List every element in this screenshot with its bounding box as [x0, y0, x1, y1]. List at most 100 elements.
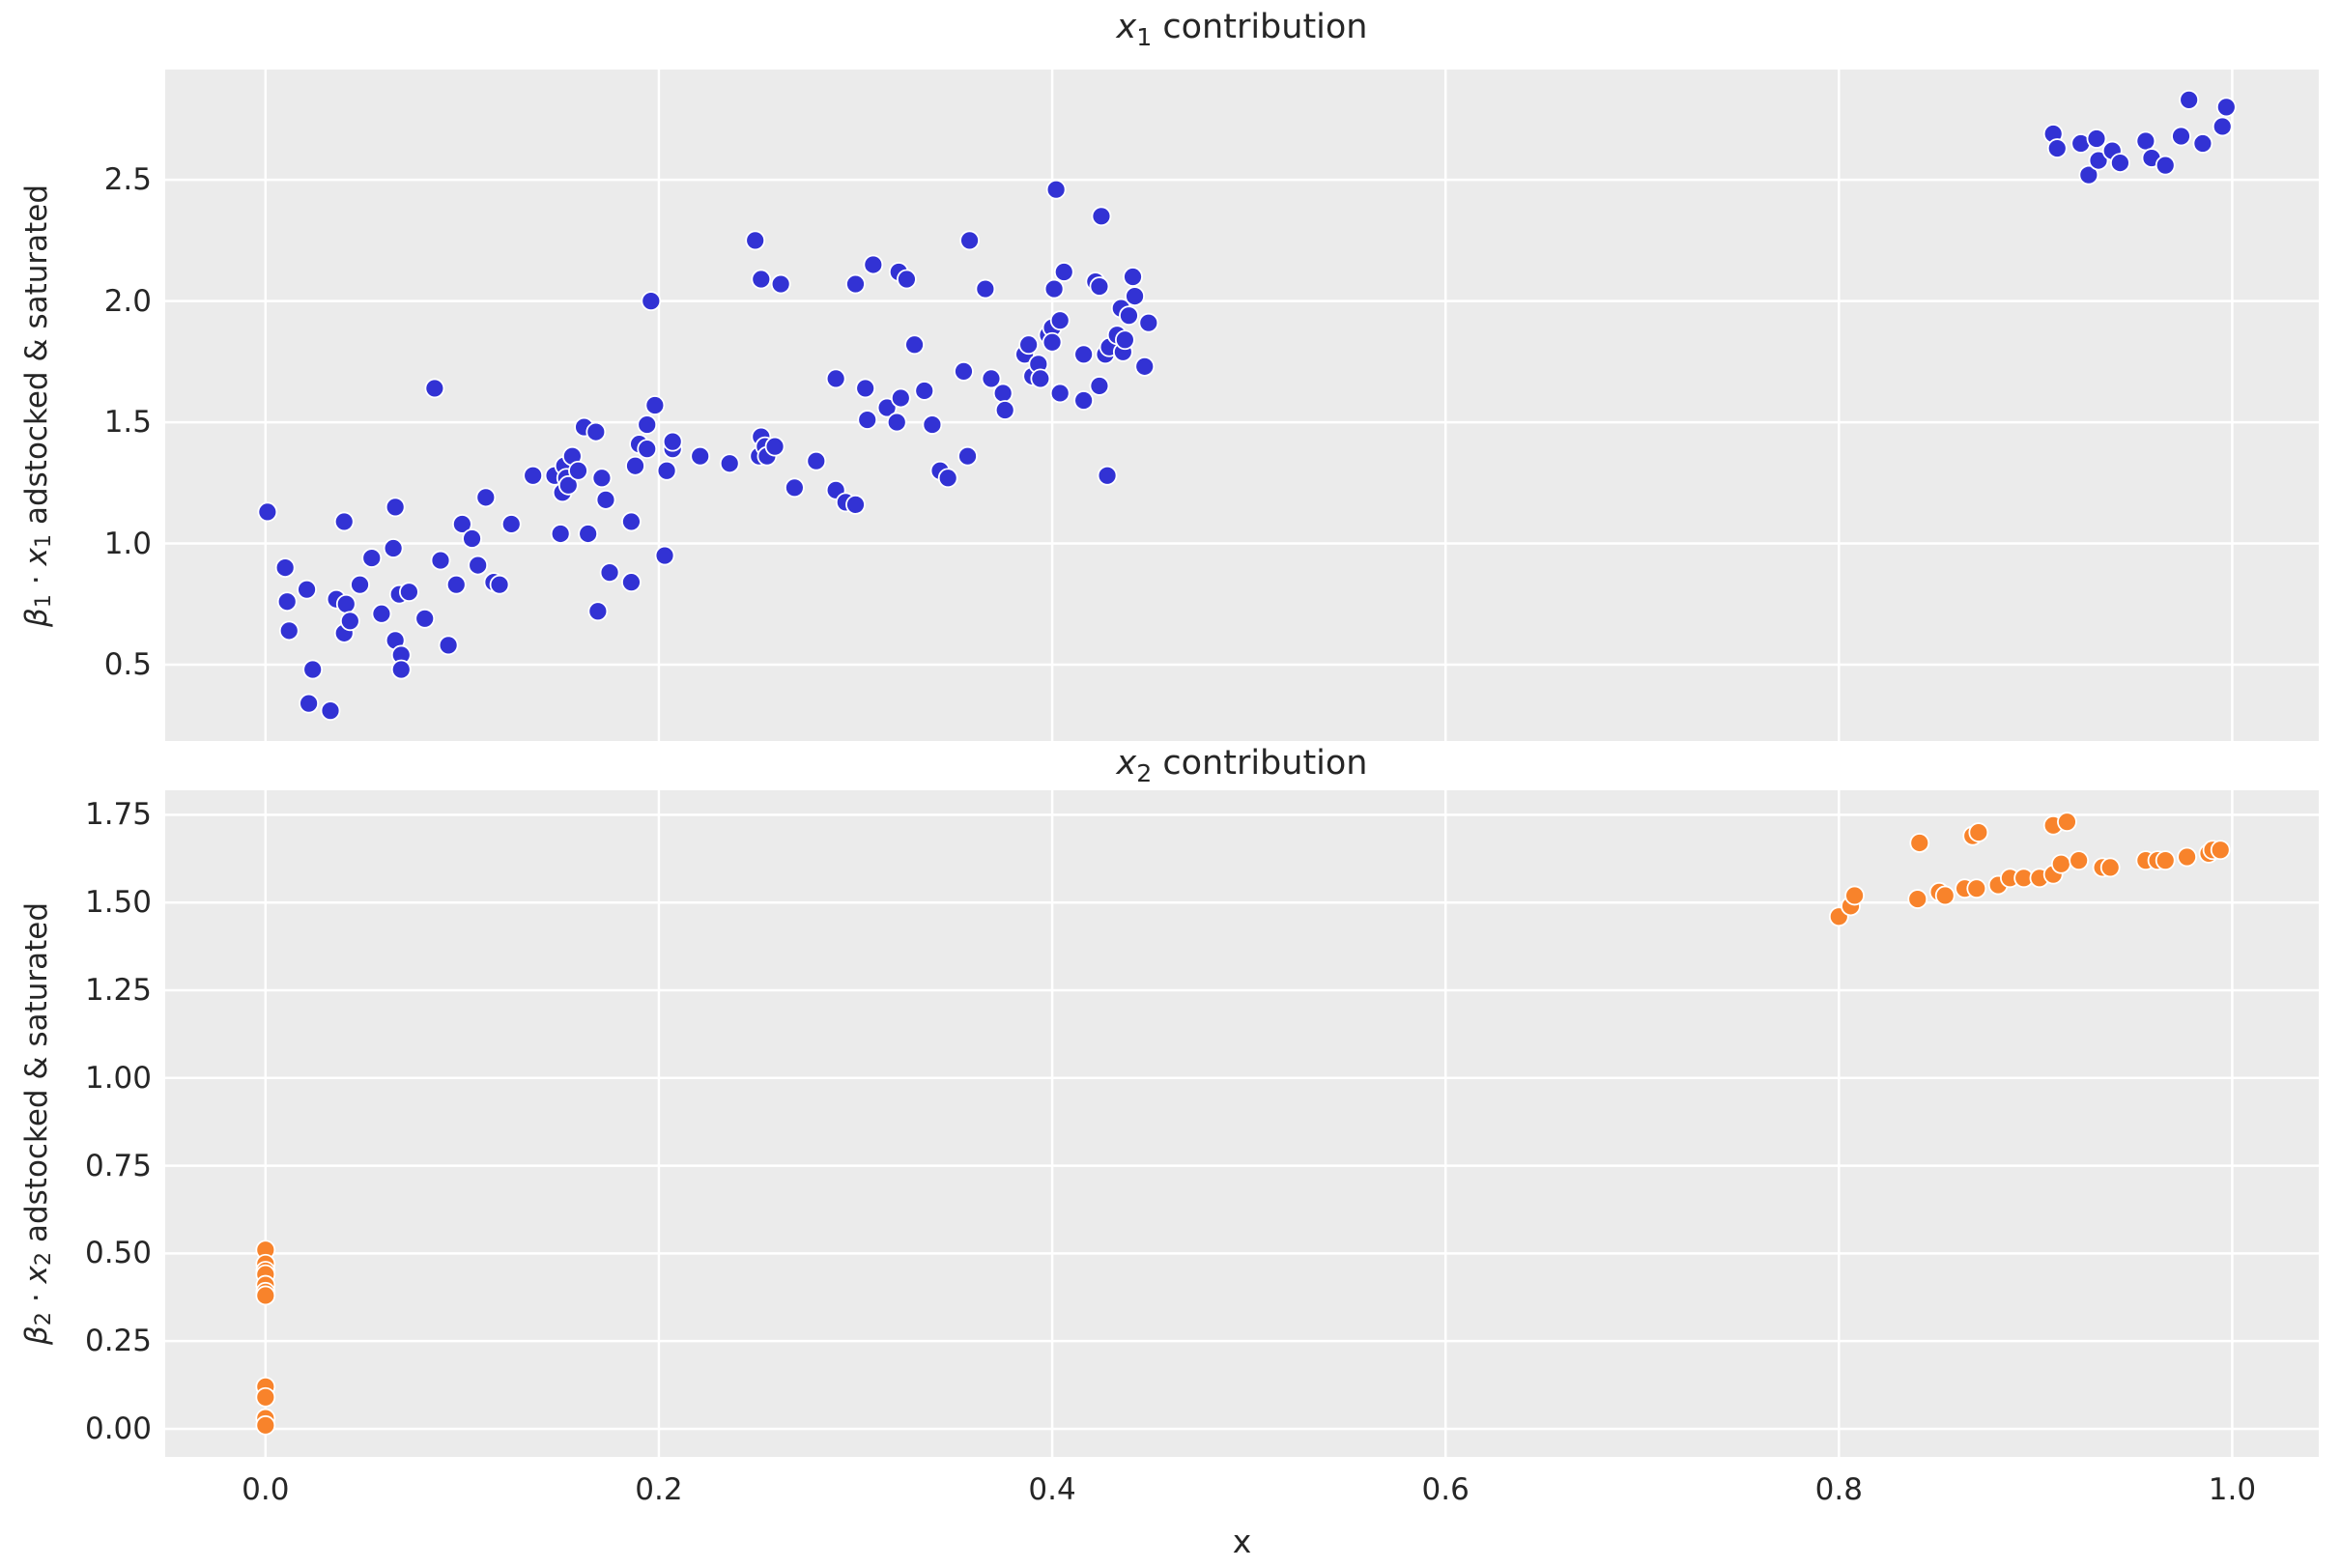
plot2-title-rest: contribution	[1152, 744, 1368, 783]
x1-contribution-point	[361, 548, 383, 568]
y-tick-label: 1.50	[84, 885, 152, 921]
x1-contribution-point	[806, 450, 827, 471]
x2-contribution-point	[1907, 889, 1928, 909]
x-tick-label: 0.6	[1421, 1472, 1470, 1507]
x1-contribution-point	[462, 528, 482, 549]
x1-contribution-point	[350, 574, 370, 595]
x1-contribution-point	[414, 608, 436, 629]
x1-contribution-point	[1049, 310, 1071, 331]
x1-contribution-point	[954, 360, 974, 382]
x1-contribution-point	[1091, 206, 1112, 227]
x1-contribution-point	[468, 555, 489, 576]
x1-contribution-point	[914, 381, 935, 401]
plot2-title: x2 contribution	[165, 744, 2319, 787]
x1-contribution-point	[339, 611, 360, 632]
plot1-ylabel-beta-sub: 1	[31, 593, 57, 608]
x2-contribution-point	[2050, 853, 2071, 874]
plot1-ylabel-beta: β	[19, 607, 54, 627]
y-tick-label: 2.0	[103, 283, 152, 319]
x1-contribution-point	[445, 574, 467, 595]
x1-contribution-point	[637, 414, 658, 435]
x1-contribution-point	[922, 414, 943, 435]
x1-contribution-point	[751, 269, 772, 290]
x1-contribution-point	[371, 603, 392, 624]
x1-contribution-point	[904, 334, 925, 356]
y-tick-label: 0.25	[84, 1324, 152, 1359]
x1-contribution-point	[585, 421, 607, 442]
x1-contribution-point	[897, 269, 917, 290]
x-tick-label: 0.4	[1028, 1472, 1076, 1507]
x1-contribution-point	[274, 557, 296, 579]
x1-contribution-point	[385, 497, 406, 518]
x1-contribution-point	[1119, 305, 1139, 327]
x1-contribution-point	[845, 494, 866, 515]
x1-contribution-point	[719, 453, 740, 474]
x1-contribution-point	[523, 465, 544, 486]
x1-contribution-point	[297, 579, 317, 600]
plot2-ylabel-dot: ·	[19, 1283, 54, 1313]
x1-contribution-point	[625, 455, 645, 476]
x1-contribution-point	[845, 273, 866, 295]
x-axis-label: x	[1232, 1523, 1252, 1560]
x2-contribution-point	[2099, 857, 2121, 878]
y-tick-label: 1.25	[84, 973, 152, 1008]
plot1-title: x1 contribution	[165, 8, 2319, 51]
x1-contribution-point	[2155, 155, 2176, 176]
x1-contribution-point	[430, 550, 451, 571]
x-tick-label: 0.0	[242, 1472, 290, 1507]
x1-contribution-point	[451, 514, 472, 534]
x1-contribution-point	[383, 538, 404, 558]
x1-contribution-point	[1042, 331, 1063, 353]
x1-contribution-point	[857, 410, 878, 430]
y-tick-label: 0.00	[84, 1411, 152, 1446]
x2-contribution-point	[255, 1414, 276, 1436]
x1-contribution-point	[662, 431, 683, 452]
x1-contribution-point	[855, 378, 876, 399]
y-tick-label: 1.00	[84, 1060, 152, 1096]
x1-contribution-point	[992, 383, 1013, 404]
x1-contribution-point	[937, 468, 958, 489]
x1-contribution-point	[890, 387, 911, 409]
x1-contribution-point	[1030, 368, 1051, 389]
x2-contribution-canvas	[165, 790, 2319, 1457]
x2-contribution-point	[255, 1285, 276, 1306]
x1-contribution-point	[1053, 262, 1074, 282]
x1-contribution-point	[475, 487, 497, 508]
x2-contribution-point	[1844, 885, 1865, 906]
x1-contribution-point	[333, 511, 355, 532]
x1-contribution-point	[1089, 276, 1110, 297]
x1-contribution-point	[644, 395, 666, 415]
x1-contribution-point	[1123, 267, 1143, 287]
x1-contribution-point	[981, 368, 1002, 389]
x1-contribution-point	[825, 368, 846, 389]
x1-contribution-point	[2171, 126, 2191, 147]
x1-contribution-point	[1043, 278, 1065, 299]
y-tick-label: 0.75	[84, 1148, 152, 1183]
x1-contribution-point	[257, 501, 278, 523]
x2-contribution-point	[1909, 833, 1930, 853]
x1-contribution-point	[1138, 312, 1159, 333]
x1-contribution-point	[1018, 334, 1040, 356]
x1-contribution-point	[621, 572, 642, 593]
x1-contribution-point	[957, 445, 978, 467]
x1-contribution-point	[784, 477, 805, 499]
x1-contribution-point	[302, 659, 324, 680]
x1-contribution-point	[2086, 128, 2107, 149]
x2-contribution-point	[2057, 812, 2077, 833]
x1-contribution-point	[591, 468, 613, 489]
x2-contribution-point	[2210, 840, 2231, 861]
x1-contribution-point	[399, 582, 419, 603]
x-tick-label: 1.0	[2208, 1472, 2257, 1507]
x1-contribution-point	[886, 412, 907, 433]
y-tick-label: 1.75	[84, 797, 152, 833]
x1-contribution-point	[690, 445, 711, 467]
y-tick-label: 1.0	[103, 526, 152, 561]
plot1-ylabel-rest: adstocked & saturated	[19, 184, 54, 534]
x1-contribution-point	[1073, 344, 1095, 365]
plot2-area	[165, 790, 2319, 1457]
x2-contribution-point	[1966, 878, 1987, 899]
x1-contribution-point	[863, 254, 884, 275]
x1-contribution-point	[1125, 286, 1145, 306]
x1-contribution-point	[1134, 356, 1156, 377]
